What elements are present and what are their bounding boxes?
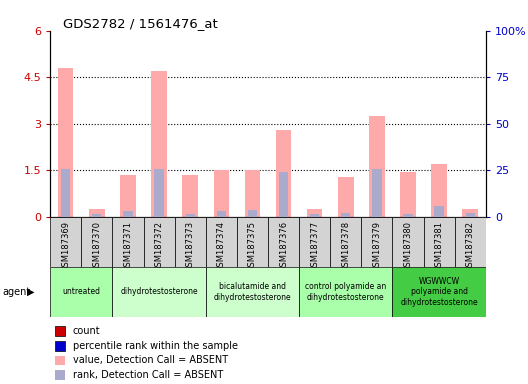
Bar <box>89 209 105 217</box>
Bar <box>361 217 392 267</box>
Bar <box>154 169 164 217</box>
Bar <box>244 170 260 217</box>
Bar <box>341 213 351 217</box>
Bar <box>392 217 423 267</box>
Text: GSM187372: GSM187372 <box>155 221 164 272</box>
Bar <box>123 211 133 217</box>
Text: GSM187374: GSM187374 <box>217 221 226 272</box>
Bar <box>206 267 299 317</box>
Bar <box>400 172 416 217</box>
Bar <box>182 175 198 217</box>
Text: GSM187371: GSM187371 <box>124 221 133 272</box>
Bar <box>175 217 206 267</box>
Bar <box>92 214 101 217</box>
Text: GSM187370: GSM187370 <box>92 221 101 272</box>
Bar <box>338 177 354 217</box>
Bar <box>299 267 392 317</box>
Bar <box>307 209 323 217</box>
Bar <box>206 217 237 267</box>
Text: rank, Detection Call = ABSENT: rank, Detection Call = ABSENT <box>73 370 223 380</box>
Bar <box>248 210 257 217</box>
Bar <box>403 214 413 217</box>
Text: GSM187380: GSM187380 <box>403 221 412 272</box>
Bar <box>372 169 382 217</box>
Bar <box>279 172 288 217</box>
Bar <box>152 71 167 217</box>
Bar <box>423 217 455 267</box>
Bar <box>81 217 112 267</box>
Bar <box>237 217 268 267</box>
Text: GDS2782 / 1561476_at: GDS2782 / 1561476_at <box>63 17 218 30</box>
Bar <box>58 68 73 217</box>
Bar <box>50 267 112 317</box>
Bar <box>431 164 447 217</box>
Text: control polyamide an
dihydrotestosterone: control polyamide an dihydrotestosterone <box>305 282 386 301</box>
Text: percentile rank within the sample: percentile rank within the sample <box>73 341 238 351</box>
Bar <box>276 130 291 217</box>
Text: untreated: untreated <box>62 287 100 296</box>
Text: bicalutamide and
dihydrotestosterone: bicalutamide and dihydrotestosterone <box>214 282 291 301</box>
Bar <box>112 267 206 317</box>
Text: count: count <box>73 326 100 336</box>
Text: WGWWCW
polyamide and
dihydrotestosterone: WGWWCW polyamide and dihydrotestosterone <box>400 277 478 307</box>
Bar <box>463 209 478 217</box>
Bar <box>455 217 486 267</box>
Text: GSM187379: GSM187379 <box>372 221 381 272</box>
Bar <box>369 116 384 217</box>
Bar <box>310 214 319 217</box>
Text: GSM187377: GSM187377 <box>310 221 319 272</box>
Text: GSM187375: GSM187375 <box>248 221 257 272</box>
Bar <box>466 213 475 217</box>
Text: agent: agent <box>3 287 31 297</box>
Text: GSM187373: GSM187373 <box>186 221 195 272</box>
Bar <box>213 170 229 217</box>
Bar <box>435 206 444 217</box>
Text: GSM187369: GSM187369 <box>61 221 70 272</box>
Bar <box>392 267 486 317</box>
Bar <box>216 211 226 217</box>
Text: value, Detection Call = ABSENT: value, Detection Call = ABSENT <box>73 355 228 366</box>
Bar <box>299 217 330 267</box>
Bar <box>268 217 299 267</box>
Bar <box>112 217 144 267</box>
Text: dihydrotestosterone: dihydrotestosterone <box>120 287 198 296</box>
Text: GSM187376: GSM187376 <box>279 221 288 272</box>
Text: GSM187382: GSM187382 <box>466 221 475 272</box>
Bar <box>50 217 81 267</box>
Bar <box>120 175 136 217</box>
Text: GSM187381: GSM187381 <box>435 221 444 272</box>
Bar <box>144 217 175 267</box>
Text: ▶: ▶ <box>27 287 35 297</box>
Text: GSM187378: GSM187378 <box>341 221 350 272</box>
Bar <box>330 217 361 267</box>
Bar <box>61 169 70 217</box>
Bar <box>185 214 195 217</box>
